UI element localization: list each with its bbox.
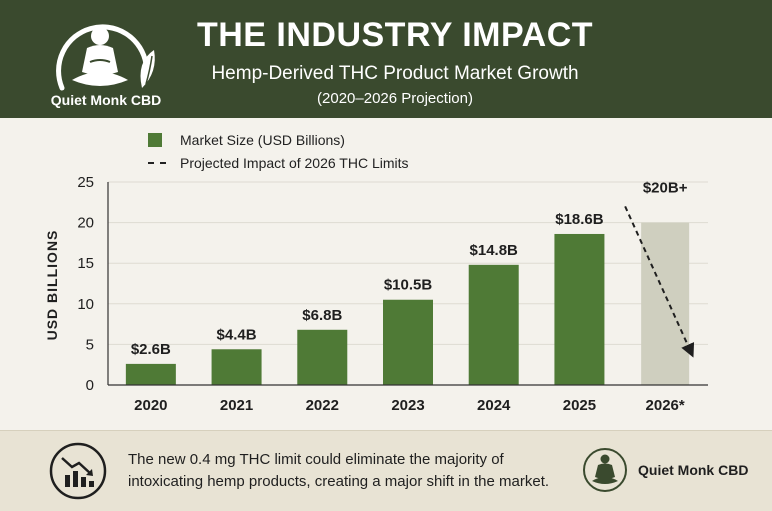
data-label: $6.8B <box>302 307 342 324</box>
y-tick-label: 0 <box>86 377 94 394</box>
data-label: $4.4B <box>217 326 257 343</box>
projection-range: (2020–2026 Projection) <box>317 90 473 107</box>
footer-message: The new 0.4 mg THC limit could eliminate… <box>128 451 550 490</box>
legend-label-dashed: Projected Impact of 2026 THC Limits <box>180 155 409 171</box>
y-tick-label: 20 <box>77 215 94 232</box>
legend-label-bars: Market Size (USD Billions) <box>180 132 345 148</box>
y-tick-label: 15 <box>77 255 94 272</box>
x-tick-label: 2023 <box>391 397 424 414</box>
y-axis-label: USD BILLIONS <box>44 230 60 341</box>
x-tick-label: 2021 <box>220 397 253 414</box>
bar-2025 <box>554 233 605 385</box>
data-label: $14.8B <box>470 242 519 259</box>
data-label: $10.5B <box>384 277 433 294</box>
y-tick-label: 5 <box>86 336 94 353</box>
legend-dashed-line <box>148 162 166 164</box>
declining-chart-icon <box>49 442 107 500</box>
legend-swatch-green <box>148 133 162 147</box>
page-title: THE INDUSTRY IMPACT <box>196 16 594 54</box>
data-label: $2.6B <box>131 341 171 358</box>
x-tick-label: 2022 <box>306 397 339 414</box>
legend-item-bars: Market Size (USD Billions) <box>148 130 345 150</box>
data-label: $18.6B <box>555 211 604 228</box>
header-banner: Quiet Monk CBD THE INDUSTRY IMPACT Hemp-… <box>0 0 772 118</box>
bar-2023 <box>383 299 433 385</box>
x-tick-label: 2025 <box>563 397 596 414</box>
bar-2022 <box>297 329 348 385</box>
y-tick-label: 10 <box>77 296 94 313</box>
x-tick-label: 2026* <box>646 397 685 414</box>
legend-item-dashed: Projected Impact of 2026 THC Limits <box>148 153 409 173</box>
data-label: $20B+ <box>643 179 688 196</box>
bar-2020 <box>125 363 176 385</box>
x-tick-label: 2024 <box>477 397 511 414</box>
bar-2024 <box>468 264 519 385</box>
brand-name: Quiet Monk CBD <box>50 92 162 108</box>
bar-2021 <box>211 349 262 385</box>
bar-chart: USD BILLIONS $2.6B $4.4B $6.8B $10.5B $14.8B… <box>44 174 708 414</box>
x-tick-label: 2020 <box>134 397 167 414</box>
monk-logo-icon <box>583 448 627 492</box>
footer-banner: The new 0.4 mg THC limit could eliminate… <box>0 430 772 511</box>
footer-brand-name: Quiet Monk CBD <box>638 462 749 478</box>
y-tick-label: 25 <box>77 174 94 191</box>
page-subtitle: Hemp-Derived THC Product Market Growth <box>211 63 579 84</box>
monk-logo-icon <box>56 24 155 91</box>
bar-2026 <box>641 222 690 385</box>
